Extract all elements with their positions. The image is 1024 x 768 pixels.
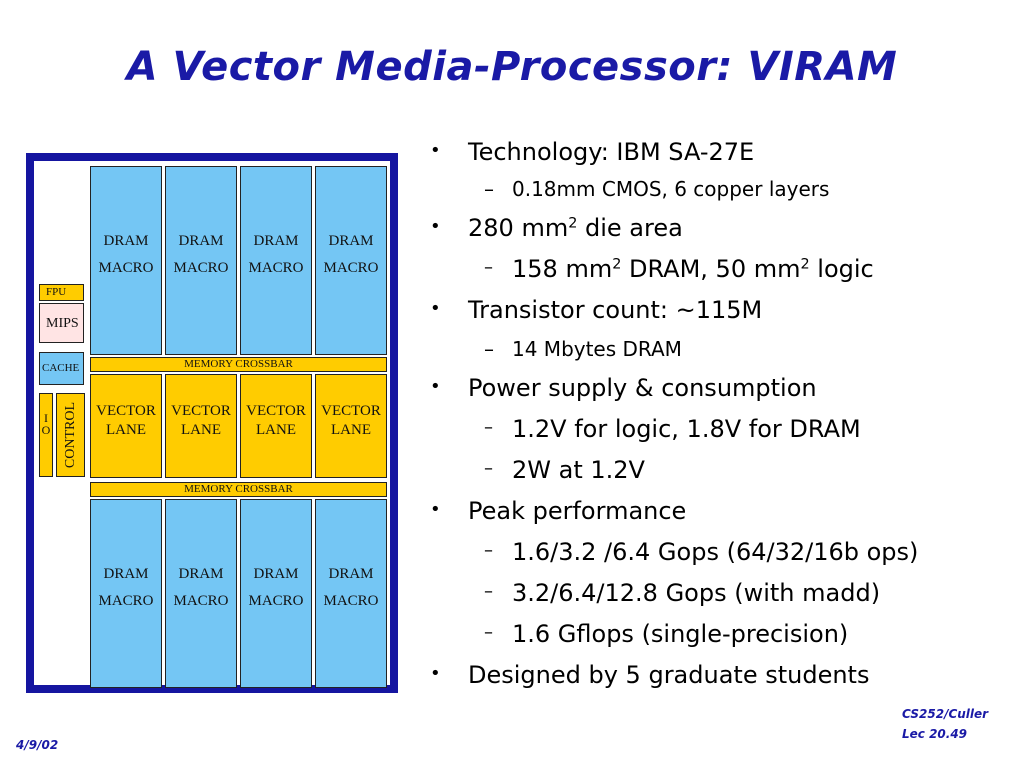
- memory-crossbar-bottom: MEMORY CROSSBAR: [90, 482, 387, 497]
- sub-bullet-item: –1.2V for logic, 1.8V for DRAM: [484, 415, 861, 443]
- control-block: CONTROL: [56, 393, 85, 477]
- dram-macro: DRAM MACRO: [165, 166, 237, 355]
- dram-macro: DRAM MACRO: [90, 166, 162, 355]
- vector-lane: VECTOR LANE: [165, 374, 237, 478]
- cache-block: CACHE: [39, 352, 84, 385]
- bullet-item: • 280 mm2 die area: [430, 214, 683, 242]
- fpu-block: FPU: [39, 284, 84, 301]
- sub-bullet-item: –158 mm2 DRAM, 50 mm2 logic: [484, 255, 874, 283]
- dram-macro: DRAM MACRO: [315, 499, 387, 688]
- vector-lane: VECTOR LANE: [240, 374, 312, 478]
- viram-chip-diagram: DRAM MACRO DRAM MACRO DRAM MACRO DRAM MACRO …: [26, 153, 398, 693]
- dram-macro: DRAM MACRO: [90, 499, 162, 688]
- bullet-item: • Designed by 5 graduate students: [430, 661, 870, 689]
- sub-bullet-item: –3.2/6.4/12.8 Gops (with madd): [484, 579, 881, 607]
- vector-lane: VECTOR LANE: [90, 374, 162, 478]
- slide-title: A Vector Media-Processor: VIRAM: [126, 44, 898, 90]
- die-area: DRAM MACRO DRAM MACRO DRAM MACRO DRAM MACRO …: [34, 161, 390, 688]
- footer-date: 4/9/02: [16, 738, 59, 752]
- memory-crossbar-top: MEMORY CROSSBAR: [90, 357, 387, 372]
- sub-bullet-item: –1.6 Gflops (single-precision): [484, 620, 849, 648]
- dram-macro: DRAM MACRO: [240, 166, 312, 355]
- bullet-item: • Peak performance: [430, 497, 687, 525]
- mips-block: MIPS: [39, 303, 84, 343]
- sub-bullet-item: –1.6/3.2 /6.4 Gops (64/32/16b ops): [484, 538, 919, 566]
- bullet-item: • Technology: IBM SA-27E: [430, 138, 755, 166]
- dram-macro: DRAM MACRO: [165, 499, 237, 688]
- footer-course: CS252/Culler Lec 20.49: [902, 707, 989, 741]
- bullet-item: • Power supply & consumption: [430, 374, 817, 402]
- vector-lane: VECTOR LANE: [315, 374, 387, 478]
- sub-bullet-item: –14 Mbytes DRAM: [484, 337, 682, 361]
- sub-bullet-item: –2W at 1.2V: [484, 456, 645, 484]
- dram-macro: DRAM MACRO: [240, 499, 312, 688]
- bullet-item: • Transistor count: ~115M: [430, 296, 763, 324]
- sub-bullet-item: –0.18mm CMOS, 6 copper layers: [484, 177, 830, 201]
- dram-macro: DRAM MACRO: [315, 166, 387, 355]
